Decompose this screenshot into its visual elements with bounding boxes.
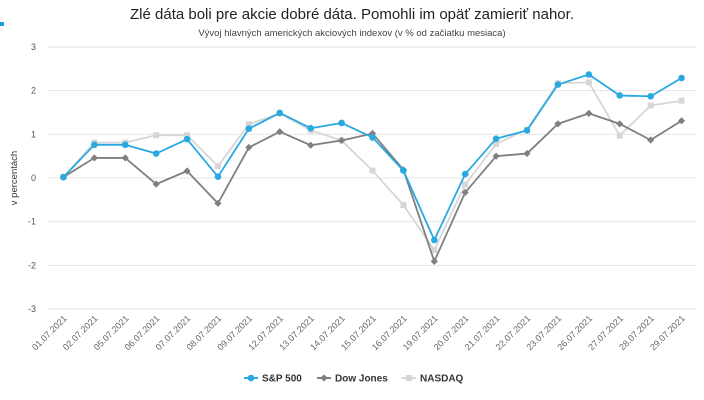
y-tick-label: 0: [31, 173, 36, 183]
data-point-dow-jones[interactable]: [461, 188, 469, 197]
y-tick-label: -2: [28, 260, 36, 270]
data-point-s-p-500[interactable]: [60, 173, 67, 181]
corner-accent-mark: [0, 22, 4, 26]
data-point-dow-jones[interactable]: [647, 136, 655, 144]
data-point-dow-jones[interactable]: [677, 117, 686, 125]
legend-item-s-p-500[interactable]: S&P 500: [244, 374, 302, 385]
data-point-dow-jones[interactable]: [492, 152, 500, 160]
data-point-dow-jones[interactable]: [616, 120, 624, 128]
data-point-s-p-500[interactable]: [307, 124, 314, 132]
data-point-s-p-500[interactable]: [492, 135, 500, 142]
data-point-nasdaq[interactable]: [462, 181, 469, 188]
series-line-s-p-500: [62, 73, 683, 241]
chart-subtitle: Vývoj hlavných amerických akciových inde…: [198, 28, 505, 39]
legend-label: S&P 500: [262, 374, 302, 385]
data-point-dow-jones[interactable]: [430, 257, 438, 266]
data-point-dow-jones[interactable]: [121, 154, 129, 162]
legend-label: NASDAQ: [420, 374, 464, 385]
data-point-s-p-500[interactable]: [369, 134, 376, 141]
data-point-s-p-500[interactable]: [276, 109, 284, 117]
series-line-nasdaq: [62, 81, 682, 251]
data-point-s-p-500[interactable]: [523, 127, 531, 134]
data-point-nasdaq[interactable]: [616, 132, 623, 139]
data-point-nasdaq[interactable]: [184, 132, 191, 139]
data-point-nasdaq[interactable]: [214, 163, 221, 170]
data-point-dow-jones[interactable]: [90, 154, 98, 162]
data-point-nasdaq[interactable]: [400, 202, 407, 209]
x-axis-ticks: 01.07.202102.07.202105.07.202106.07.2021…: [30, 313, 687, 352]
legend-item-nasdaq[interactable]: NASDAQ: [402, 374, 464, 385]
data-point-dow-jones[interactable]: [307, 141, 315, 149]
data-point-s-p-500[interactable]: [678, 74, 685, 82]
data-point-dow-jones[interactable]: [585, 109, 593, 117]
y-tick-label: 3: [31, 42, 36, 52]
y-axis-ticks: -3 -2 -1 0 1 2 3: [28, 42, 36, 314]
data-point-s-p-500[interactable]: [400, 167, 407, 174]
data-point-nasdaq[interactable]: [493, 140, 500, 147]
data-point-s-p-500[interactable]: [338, 119, 345, 127]
data-point-nasdaq[interactable]: [647, 102, 654, 109]
data-point-dow-jones[interactable]: [554, 120, 562, 128]
data-point-nasdaq[interactable]: [678, 97, 685, 104]
data-point-s-p-500[interactable]: [554, 81, 562, 88]
legend-label: Dow Jones: [335, 374, 388, 385]
data-point-nasdaq[interactable]: [431, 247, 438, 254]
series-layer: [59, 71, 686, 266]
y-tick-label: 1: [31, 129, 36, 139]
data-point-dow-jones[interactable]: [214, 199, 222, 207]
data-point-nasdaq[interactable]: [369, 167, 376, 174]
data-point-s-p-500[interactable]: [91, 141, 98, 149]
series-nasdaq: [60, 79, 685, 254]
data-point-s-p-500[interactable]: [152, 150, 160, 157]
data-point-s-p-500[interactable]: [121, 141, 129, 149]
y-axis-title: v percentách: [9, 151, 20, 205]
data-point-s-p-500[interactable]: [214, 173, 222, 180]
data-point-nasdaq[interactable]: [585, 79, 592, 86]
data-point-s-p-500[interactable]: [183, 135, 191, 143]
y-tick-label: -3: [28, 304, 36, 314]
data-point-s-p-500[interactable]: [616, 92, 624, 99]
data-point-s-p-500[interactable]: [245, 125, 253, 132]
data-point-s-p-500[interactable]: [431, 236, 438, 244]
series-s-p-500: [60, 71, 685, 244]
data-point-s-p-500[interactable]: [461, 170, 469, 178]
legend-marker[interactable]: [406, 375, 412, 381]
chart-title: Zlé dáta boli pre akcie dobré dáta. Pomo…: [130, 6, 574, 23]
data-point-dow-jones[interactable]: [276, 128, 284, 136]
data-point-dow-jones[interactable]: [337, 136, 346, 145]
y-tick-label: 2: [31, 86, 36, 96]
data-point-dow-jones[interactable]: [245, 143, 253, 152]
legend-marker[interactable]: [247, 374, 255, 382]
data-point-dow-jones[interactable]: [523, 149, 531, 158]
series-dow-jones: [59, 109, 686, 266]
data-point-dow-jones[interactable]: [183, 167, 191, 175]
gridlines: [48, 46, 697, 310]
legend-marker[interactable]: [320, 374, 328, 382]
data-point-nasdaq[interactable]: [153, 132, 160, 139]
y-tick-label: -1: [28, 217, 36, 227]
data-point-s-p-500[interactable]: [647, 93, 654, 100]
data-point-nasdaq[interactable]: [245, 121, 252, 128]
data-point-s-p-500[interactable]: [585, 71, 593, 78]
data-point-dow-jones[interactable]: [152, 180, 160, 188]
legend[interactable]: S&P 500 Dow Jones NASDAQ: [244, 374, 464, 385]
legend-item-dow-jones[interactable]: Dow Jones: [317, 374, 388, 385]
